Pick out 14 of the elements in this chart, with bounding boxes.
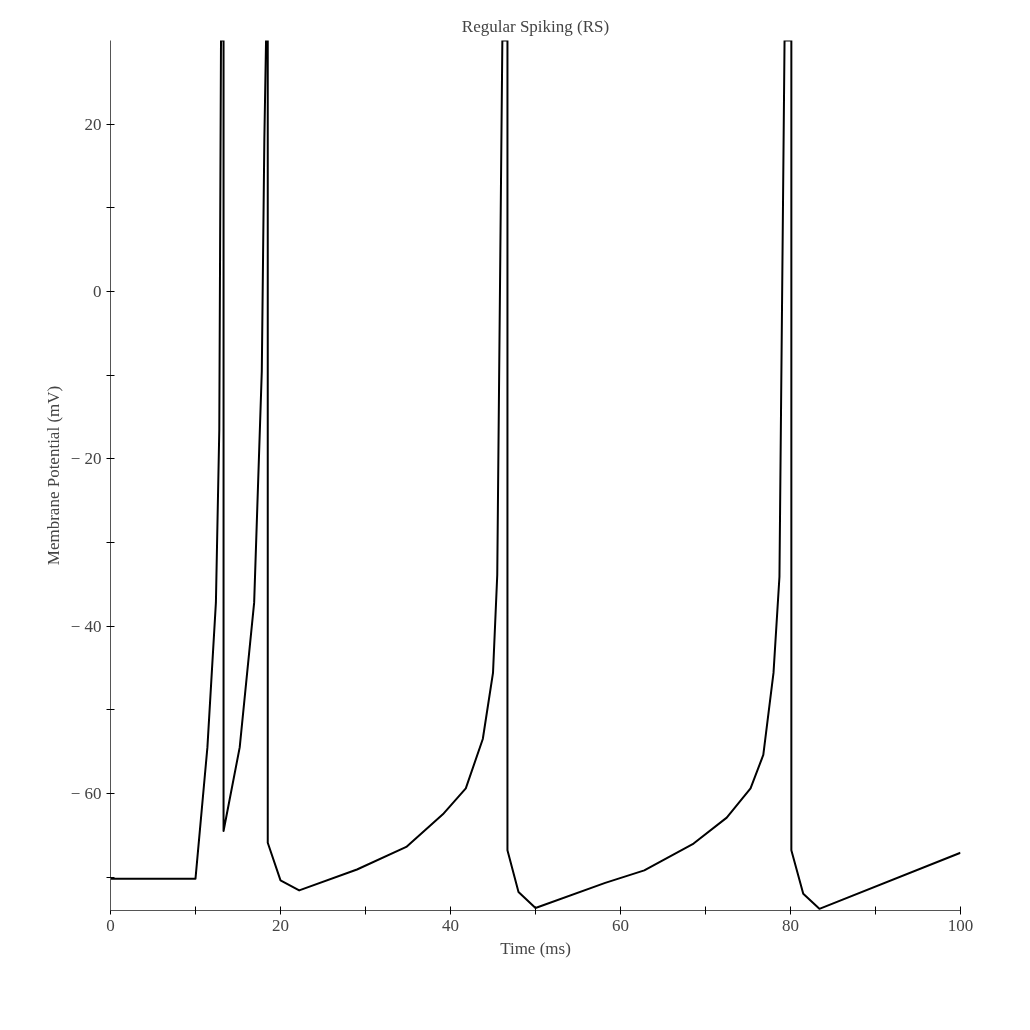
y-tick-label: − 60 <box>70 783 102 803</box>
x-tick-label: 20 <box>272 915 289 935</box>
y-tick-label: 20 <box>84 114 102 134</box>
y-axis-title: Membrane Potential (mV) <box>43 385 63 566</box>
x-tick-label: 40 <box>442 915 459 935</box>
x-tick-label: 100 <box>947 915 974 935</box>
y-tick-label: 0 <box>93 281 102 301</box>
y-tick-label: − 20 <box>70 449 102 469</box>
x-axis-title: Time (ms) <box>500 938 571 958</box>
x-tick-label: 0 <box>106 915 115 935</box>
y-tick-label: − 40 <box>70 616 102 636</box>
x-tick-label: 60 <box>612 915 629 935</box>
chart-title: Regular Spiking (RS) <box>461 16 610 36</box>
x-tick-label: 80 <box>782 915 799 935</box>
